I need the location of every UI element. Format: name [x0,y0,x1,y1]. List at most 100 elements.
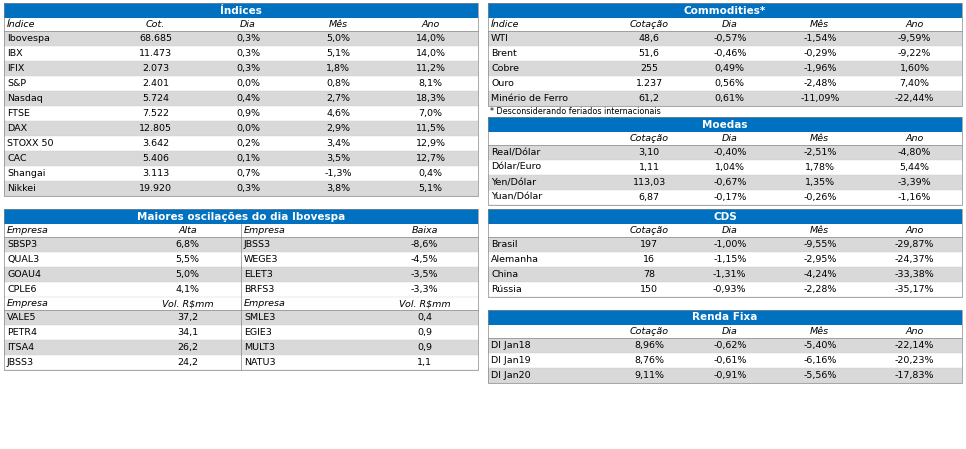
Text: 5,44%: 5,44% [899,163,929,172]
Text: 2,9%: 2,9% [327,124,350,133]
Text: 8,76%: 8,76% [634,356,665,365]
Text: Yen/Dólar: Yen/Dólar [491,178,536,187]
Text: EGIE3: EGIE3 [244,328,271,337]
Bar [4,136,478,151]
Bar [488,267,962,282]
Bar [4,209,478,370]
Text: JBSS3: JBSS3 [7,358,34,367]
Text: Real/Dólar: Real/Dólar [491,148,540,157]
Text: -1,15%: -1,15% [713,255,747,264]
Text: Mês: Mês [810,20,830,29]
Text: Dia: Dia [722,134,738,143]
Bar [4,355,241,370]
Bar [4,46,478,61]
Text: 5,1%: 5,1% [418,184,442,193]
Text: MULT3: MULT3 [244,343,275,352]
Text: Nikkei: Nikkei [7,184,36,193]
Text: 7,40%: 7,40% [899,79,929,88]
Text: JBSS3: JBSS3 [244,240,271,249]
Text: 0,3%: 0,3% [236,184,260,193]
Text: Ano: Ano [421,20,440,29]
Text: 5.724: 5.724 [142,94,169,103]
Text: Dia: Dia [722,327,738,336]
Text: -0,67%: -0,67% [713,178,747,187]
Bar [488,132,962,145]
Bar [4,3,478,18]
Text: 0,9: 0,9 [417,328,432,337]
Text: 3,10: 3,10 [639,148,660,157]
Text: 3,5%: 3,5% [327,154,351,163]
Bar [488,325,962,338]
Text: Empresa: Empresa [7,299,49,308]
Text: 8,1%: 8,1% [418,79,442,88]
Text: -4,24%: -4,24% [803,270,837,279]
Text: 16: 16 [643,255,655,264]
Bar [488,76,962,91]
Text: -3,39%: -3,39% [897,178,931,187]
Bar [4,267,241,282]
Text: -1,31%: -1,31% [713,270,747,279]
Text: 12,7%: 12,7% [415,154,445,163]
Text: -22,44%: -22,44% [895,94,934,103]
Text: -0,62%: -0,62% [713,341,747,350]
Text: IBX: IBX [7,49,22,58]
Text: -3,5%: -3,5% [411,270,439,279]
Bar [241,224,478,237]
Bar [488,117,962,205]
Bar [488,368,962,383]
Text: CAC: CAC [7,154,27,163]
Bar [488,252,962,267]
Text: 11,2%: 11,2% [415,64,445,73]
Text: 4,6%: 4,6% [327,109,350,118]
Bar [241,297,478,310]
Text: -2,51%: -2,51% [803,148,837,157]
Text: Nasdaq: Nasdaq [7,94,43,103]
Bar [4,340,241,355]
Bar [241,282,478,297]
Text: ITSA4: ITSA4 [7,343,34,352]
Text: Empresa: Empresa [7,226,49,235]
Text: -22,14%: -22,14% [895,341,934,350]
Text: DAX: DAX [7,124,27,133]
Bar [241,340,478,355]
Text: 6,87: 6,87 [639,193,660,202]
Text: 0,0%: 0,0% [236,79,260,88]
Text: 1,11: 1,11 [639,163,660,172]
Text: 1.237: 1.237 [636,79,663,88]
Bar [241,237,478,252]
Text: 255: 255 [640,64,658,73]
Text: -0,61%: -0,61% [713,356,747,365]
Text: CPLE6: CPLE6 [7,285,37,294]
Text: STOXX 50: STOXX 50 [7,139,53,148]
Bar [488,117,962,132]
Text: Cotação: Cotação [630,327,668,336]
Text: -8,6%: -8,6% [411,240,439,249]
Text: 0,0%: 0,0% [236,124,260,133]
Text: -5,40%: -5,40% [803,341,837,350]
Text: 2,7%: 2,7% [327,94,350,103]
Bar [4,252,241,267]
Text: 11,5%: 11,5% [415,124,445,133]
Text: 0,61%: 0,61% [715,94,745,103]
Text: 0,3%: 0,3% [236,49,260,58]
Text: Alemanha: Alemanha [491,255,539,264]
Text: 1,04%: 1,04% [715,163,745,172]
Bar [4,325,241,340]
Text: 7,0%: 7,0% [418,109,442,118]
Bar [4,121,478,136]
Text: Cobre: Cobre [491,64,519,73]
Text: Brent: Brent [491,49,517,58]
Text: 3.113: 3.113 [142,169,169,178]
Text: -35,17%: -35,17% [895,285,934,294]
Text: 78: 78 [643,270,655,279]
Bar [4,166,478,181]
Text: 3,4%: 3,4% [327,139,351,148]
Text: -2,28%: -2,28% [803,285,837,294]
Text: DI Jan20: DI Jan20 [491,371,530,380]
Text: 197: 197 [640,240,658,249]
Text: China: China [491,270,518,279]
Text: 1,78%: 1,78% [805,163,835,172]
Text: CDS: CDS [713,211,737,221]
Bar [4,76,478,91]
Text: 150: 150 [640,285,658,294]
